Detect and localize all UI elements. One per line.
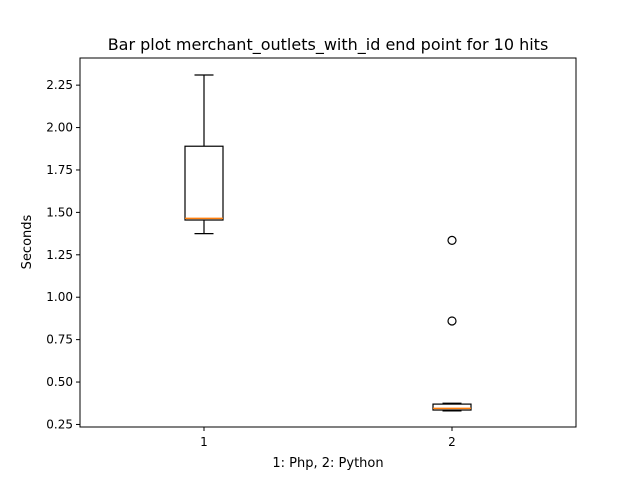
x-tick-label: 2: [448, 435, 456, 449]
y-tick-label: 2.00: [46, 121, 73, 135]
box-2-outlier-1: [447, 316, 457, 326]
y-tick-label: 2.25: [46, 78, 73, 92]
y-tick-label: 1.50: [46, 205, 73, 219]
box-1-iqr: [184, 145, 224, 221]
y-tick-label: 1.25: [46, 248, 73, 262]
y-tick-label: 1.00: [46, 290, 73, 304]
box-2-outlier-2: [447, 235, 457, 245]
y-tick-label: 0.75: [46, 333, 73, 347]
x-axis-label: 1: Php, 2: Python: [272, 456, 383, 471]
chart-title: Bar plot merchant_outlets_with_id end po…: [108, 35, 549, 55]
y-tick-label: 1.75: [46, 163, 73, 177]
y-tick-label: 0.50: [46, 375, 73, 389]
box-2-iqr: [432, 403, 472, 411]
x-tick-label: 1: [200, 435, 208, 449]
y-axis-label: Seconds: [20, 214, 35, 269]
axes-frame: [79, 57, 577, 428]
plot-area: 0.25 0.50 0.75 1.00 1.25 1.50 1.75 2.00 2.25 1 2: [46, 57, 577, 449]
y-tick-label: 0.25: [46, 417, 73, 431]
